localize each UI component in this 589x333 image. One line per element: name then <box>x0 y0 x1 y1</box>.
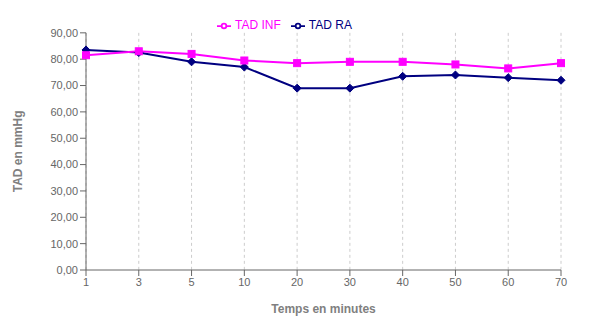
svg-text:50,00: 50,00 <box>50 132 78 144</box>
svg-text:10: 10 <box>238 276 250 288</box>
html-text:TAD INF: TAD INF <box>235 18 281 32</box>
svg-text:40: 40 <box>397 276 409 288</box>
svg-text:60: 60 <box>502 276 514 288</box>
svg-text:70: 70 <box>555 276 567 288</box>
svg-text:Temps en minutes: Temps en minutes <box>271 302 376 316</box>
svg-text:3: 3 <box>136 276 142 288</box>
svg-text:80,00: 80,00 <box>50 53 78 65</box>
svg-text:90,00: 90,00 <box>50 27 78 39</box>
svg-text:5: 5 <box>188 276 194 288</box>
html-text:TAD RA: TAD RA <box>308 18 352 32</box>
svg-text:20,00: 20,00 <box>50 211 78 223</box>
svg-text:30: 30 <box>344 276 356 288</box>
svg-text:20: 20 <box>291 276 303 288</box>
svg-text:TAD en mmHg: TAD en mmHg <box>11 111 25 193</box>
svg-text:10,00: 10,00 <box>50 238 78 250</box>
svg-text:50: 50 <box>449 276 461 288</box>
svg-text:0,00: 0,00 <box>57 264 78 276</box>
svg-text:40,00: 40,00 <box>50 158 78 170</box>
svg-text:60,00: 60,00 <box>50 106 78 118</box>
svg-text:1: 1 <box>83 276 89 288</box>
svg-text:30,00: 30,00 <box>50 185 78 197</box>
svg-text:70,00: 70,00 <box>50 79 78 91</box>
